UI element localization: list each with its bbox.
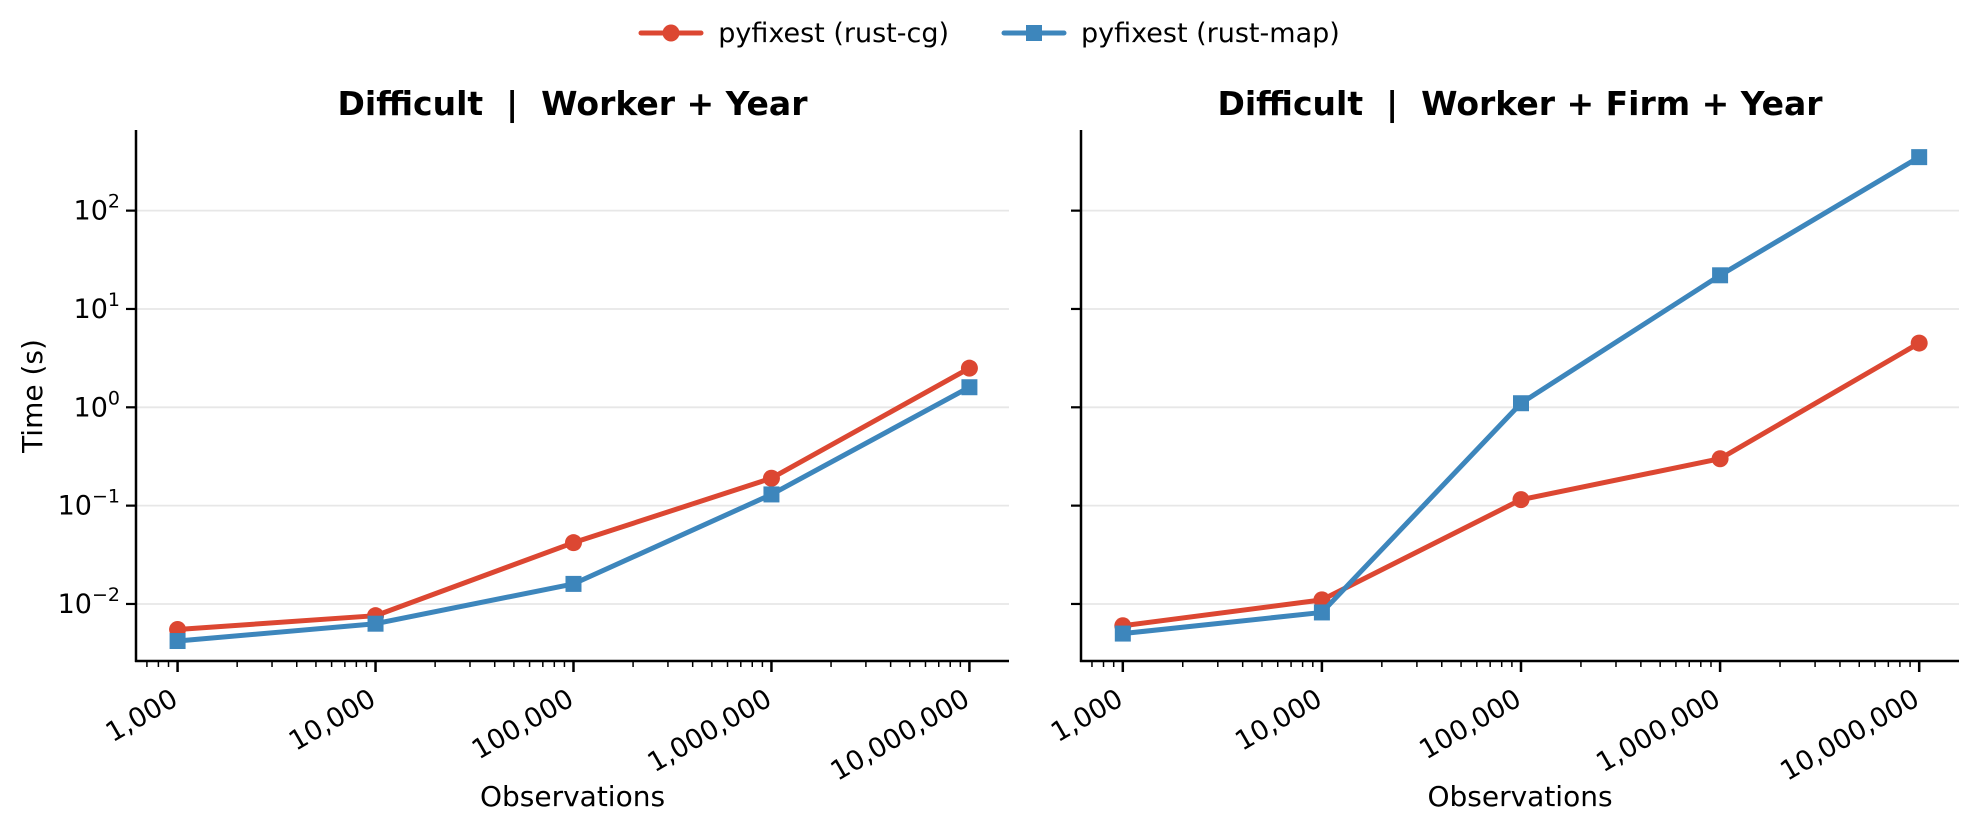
subplot-title-worker-firm-year: Difficult | Worker + Firm + Year: [1217, 84, 1823, 123]
x-tick-label: 100,000: [1414, 683, 1526, 766]
data-point-square: [1911, 149, 1928, 166]
data-point-circle: [960, 359, 978, 377]
data-point-square: [1313, 604, 1330, 621]
y-tick-label: 10−1: [58, 486, 120, 522]
x-tick-label: 10,000,000: [1775, 683, 1924, 787]
data-point-circle: [564, 534, 582, 552]
data-point-circle: [1711, 450, 1729, 468]
legend-item-rust-cg: pyfixest (rust-cg): [638, 20, 949, 47]
legend: pyfixest (rust-cg) pyfixest (rust-map): [0, 10, 1978, 56]
data-point-square: [1114, 625, 1131, 642]
data-point-circle: [1910, 334, 1928, 352]
legend-label-rust-cg: pyfixest (rust-cg): [718, 17, 949, 49]
data-point-square: [1712, 267, 1729, 284]
series-line-rust-cg: [1120, 340, 1922, 629]
data-point-square: [367, 615, 384, 632]
data-point-square: [565, 575, 582, 592]
data-point-circle: [762, 469, 780, 487]
x-axis-label-left: Observations: [479, 780, 666, 813]
data-point-circle: [1313, 591, 1331, 609]
data-point-circle: [1512, 491, 1530, 509]
x-tick-label: 10,000: [1230, 683, 1327, 757]
data-point-square: [169, 633, 186, 650]
data-point-square: [763, 486, 780, 503]
data-point-square: [1512, 395, 1529, 412]
x-tick-label: 1,000,000: [1591, 683, 1726, 779]
x-tick-label: 1,000: [1046, 683, 1128, 748]
y-tick-label: 102: [74, 191, 120, 227]
subplot-title-worker-year: Difficult | Worker + Year: [337, 84, 808, 123]
legend-label-rust-map: pyfixest (rust-map): [1081, 17, 1340, 49]
legend-item-rust-map: pyfixest (rust-map): [1001, 20, 1340, 47]
legend-line-circle-icon: [638, 24, 704, 42]
x-axis-label-right: Observations: [1427, 780, 1613, 813]
data-point-square: [961, 379, 978, 396]
legend-line-square-icon: [1001, 25, 1067, 41]
